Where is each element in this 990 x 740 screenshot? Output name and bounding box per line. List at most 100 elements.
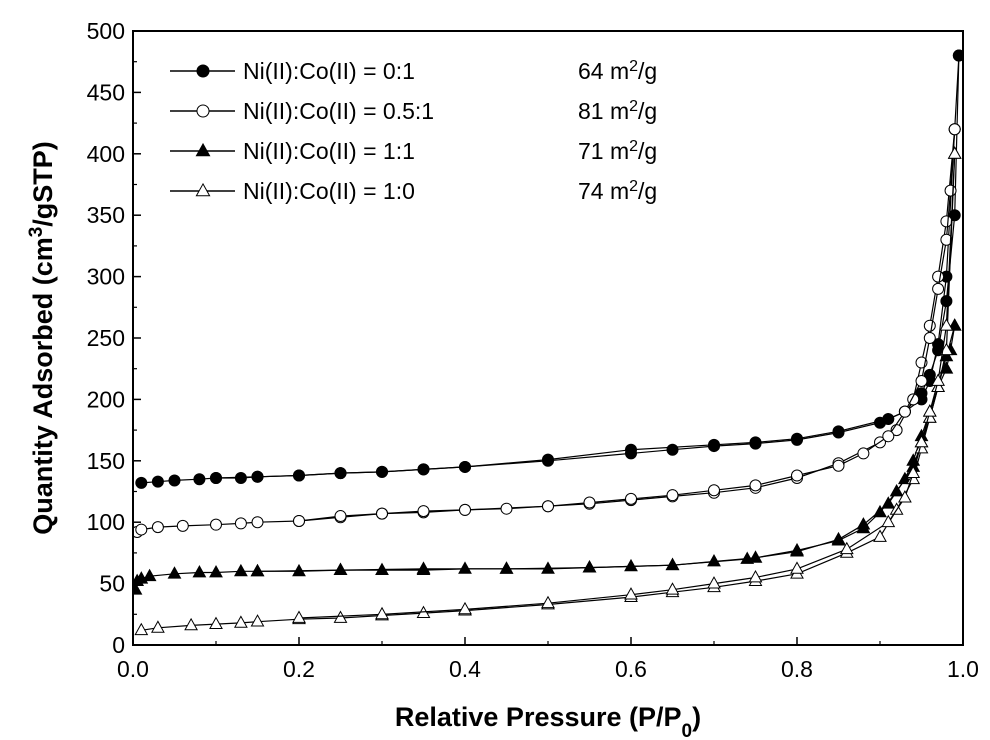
data-point [624, 587, 638, 600]
data-point [458, 561, 472, 574]
data-point [897, 490, 912, 503]
data-point [914, 441, 929, 454]
series-line-desorption [298, 153, 956, 619]
data-point [251, 516, 264, 529]
data-point [142, 568, 157, 582]
data-point [234, 517, 247, 530]
data-point [193, 473, 206, 486]
data-point [940, 233, 953, 246]
data-point [707, 576, 721, 589]
data-point [939, 318, 954, 331]
series-line-adsorption [141, 153, 956, 631]
data-point [333, 562, 348, 575]
data-point [831, 531, 846, 545]
data-point [417, 463, 430, 476]
y-tick-label: 450 [87, 79, 125, 105]
data-point [250, 614, 265, 627]
legend-area-value: 74 m2/g [578, 178, 657, 205]
data-point [233, 563, 248, 577]
y-tick-label: 100 [87, 509, 125, 535]
data-point [625, 443, 637, 456]
y-tick-label: 500 [87, 18, 125, 44]
data-point [334, 467, 347, 480]
x-tick-label: 0.6 [615, 656, 647, 682]
data-point [233, 615, 248, 628]
data-point [624, 558, 638, 572]
data-point [749, 479, 762, 492]
data-point [923, 319, 936, 332]
data-point [416, 561, 431, 574]
x-tick-label: 0.4 [449, 656, 481, 682]
data-point [947, 146, 962, 159]
legend-label: Ni(II):Co(II) = 1:1 [243, 138, 415, 164]
legend-marker [195, 142, 211, 157]
y-tick-label: 50 [99, 571, 125, 597]
data-point [790, 561, 804, 574]
data-point [948, 123, 961, 136]
data-point [625, 492, 637, 505]
y-tick-label: 400 [87, 141, 125, 167]
data-point [791, 432, 803, 445]
data-point [542, 453, 554, 466]
legend-area-value: 64 m2/g [578, 58, 657, 85]
data-point [932, 282, 945, 295]
data-point [832, 425, 845, 438]
data-point [881, 496, 896, 509]
data-point [923, 332, 936, 344]
legend-label: Ni(II):Co(II) = 0.5:1 [243, 98, 434, 124]
data-point [184, 617, 199, 631]
data-point [210, 471, 222, 484]
data-point [293, 469, 305, 482]
x-tick-label: 0.2 [283, 656, 315, 682]
x-tick-label: 0.0 [117, 656, 149, 682]
y-axis: 0 50 100 150 200 250 300 350 400 450 500 [87, 18, 141, 658]
data-point [944, 184, 957, 197]
data-point [665, 582, 680, 595]
y-tick-label: 200 [87, 386, 125, 412]
data-point [293, 514, 305, 527]
legend-area-value: 71 m2/g [578, 138, 657, 165]
data-point [151, 475, 164, 488]
data-point [334, 510, 347, 523]
data-point [898, 405, 911, 418]
data-point [376, 507, 388, 520]
series-layer [133, 49, 963, 636]
data-point [873, 529, 887, 542]
data-point [234, 471, 247, 484]
data-point [666, 443, 679, 456]
data-point [375, 606, 389, 620]
data-point [931, 379, 946, 393]
data-point [192, 565, 207, 578]
y-tick-label: 300 [87, 264, 125, 290]
data-point [906, 465, 921, 478]
data-point [459, 503, 471, 516]
y-axis-title: Quantity Adsorbed (cm3/gSTP) [26, 141, 59, 535]
data-point [459, 460, 471, 473]
data-point [897, 471, 912, 485]
data-point [922, 404, 937, 417]
data-point [167, 566, 182, 579]
x-axis-title: Relative Pressure (P/P0) [395, 702, 701, 740]
legend-label: Ni(II):Co(II) = 1:0 [243, 178, 415, 204]
data-point [749, 436, 762, 449]
data-point [376, 465, 388, 478]
data-point [135, 523, 148, 536]
legend-marker [196, 104, 210, 118]
data-point [748, 569, 763, 583]
data-point [458, 601, 472, 615]
data-point [542, 500, 554, 513]
data-point [250, 563, 265, 577]
data-point [922, 410, 937, 423]
data-point [952, 49, 963, 62]
data-point [940, 215, 953, 228]
legend-marker [196, 64, 210, 78]
y-tick-label: 150 [87, 448, 125, 474]
data-point [251, 470, 264, 483]
legend-area-value: 81 m2/g [578, 98, 657, 125]
data-point [939, 361, 954, 374]
data-point [932, 270, 945, 283]
legend-item: Ni(II):Co(II) = 1:0 74 m2/g [170, 178, 657, 205]
data-point [881, 514, 896, 528]
data-point [583, 496, 596, 509]
data-point [857, 447, 870, 460]
